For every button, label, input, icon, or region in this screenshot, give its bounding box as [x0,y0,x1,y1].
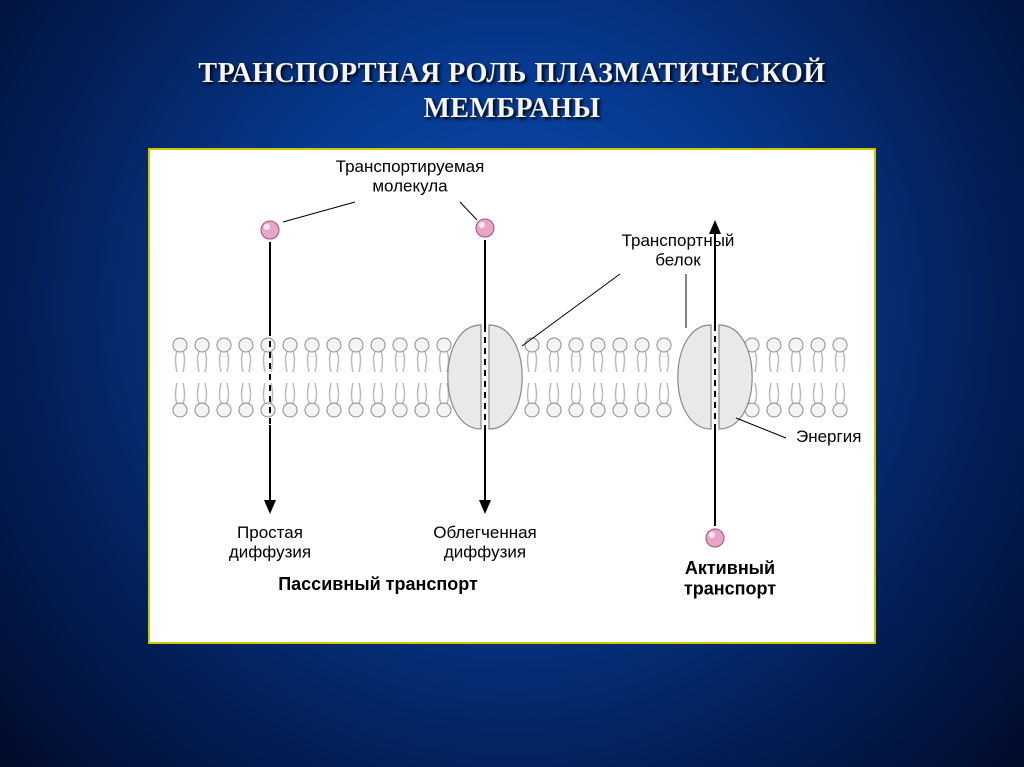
lipid-head-icon [789,338,803,352]
lipid-head-icon [525,338,539,352]
lipid-head-icon [327,338,341,352]
lipid-head-icon [217,338,231,352]
lipid-head-icon [789,403,803,417]
title-line2: МЕМБРАНЫ [423,93,600,124]
lipid-head-icon [437,338,451,352]
lipid-head-icon [305,403,319,417]
slide: ТРАНСПОРТНАЯ РОЛЬ ПЛАЗМАТИЧЕСКОЙ МЕМБРАН… [0,0,1024,767]
lipid-head-icon [525,403,539,417]
molecule-icon [261,221,279,239]
lipid-head-icon [239,403,253,417]
facilitated-diffusion-label: Облегченнаядиффузия [433,523,537,562]
slide-title: ТРАНСПОРТНАЯ РОЛЬ ПЛАЗМАТИЧЕСКОЙ МЕМБРАН… [0,56,1024,126]
lipid-head-icon [173,338,187,352]
lipid-head-icon [371,338,385,352]
lipid-head-icon [591,403,605,417]
molecule-icon [476,219,494,237]
lipid-head-icon [327,403,341,417]
lipid-head-icon [261,338,275,352]
title-line1: ТРАНСПОРТНАЯ РОЛЬ ПЛАЗМАТИЧЕСКОЙ [198,58,825,89]
lipid-head-icon [811,338,825,352]
transport-protein-label: Транспортныйбелок [622,231,735,270]
lipid-head-icon [415,403,429,417]
lipid-head-icon [195,403,209,417]
lipid-head-icon [393,338,407,352]
lipid-head-icon [547,338,561,352]
lipid-head-icon [261,403,275,417]
lipid-head-icon [349,338,363,352]
lipid-head-icon [283,403,297,417]
membrane-diagram: Транспортируемаямолекула Транспортныйбело… [150,150,874,642]
lipid-head-icon [833,338,847,352]
lipid-head-icon [657,403,671,417]
active-transport-label: Активныйтранспорт [684,558,776,599]
diagram-frame: Транспортируемаямолекула Транспортныйбело… [148,148,876,644]
transported-molecule-label: Транспортируемаямолекула [336,157,485,196]
lipid-head-icon [613,338,627,352]
lipid-head-icon [415,338,429,352]
lipid-head-icon [239,338,253,352]
lipid-head-icon [173,403,187,417]
lipid-head-icon [613,403,627,417]
lipid-head-icon [393,403,407,417]
lipid-head-icon [635,403,649,417]
lipid-head-icon [371,403,385,417]
lipid-head-icon [767,403,781,417]
lipid-head-icon [437,403,451,417]
passive-transport-label: Пассивный транспорт [278,574,478,594]
lipid-head-icon [569,403,583,417]
lipid-head-icon [569,338,583,352]
lipid-head-icon [349,403,363,417]
transport-protein-icon [678,325,711,429]
lipid-head-icon [811,403,825,417]
lipid-head-icon [217,403,231,417]
transport-protein-icon [489,325,522,429]
lipid-head-icon [547,403,561,417]
lipid-head-icon [195,338,209,352]
lipid-head-icon [833,403,847,417]
molecule-icon [706,529,724,547]
lipid-head-icon [635,338,649,352]
transport-protein-icon [448,325,481,429]
energy-label: Энергия [796,427,861,446]
lipid-head-icon [657,338,671,352]
simple-diffusion-label: Простаядиффузия [229,523,311,562]
lipid-head-icon [283,338,297,352]
lipid-head-icon [305,338,319,352]
lipid-head-icon [591,338,605,352]
lipid-head-icon [767,338,781,352]
